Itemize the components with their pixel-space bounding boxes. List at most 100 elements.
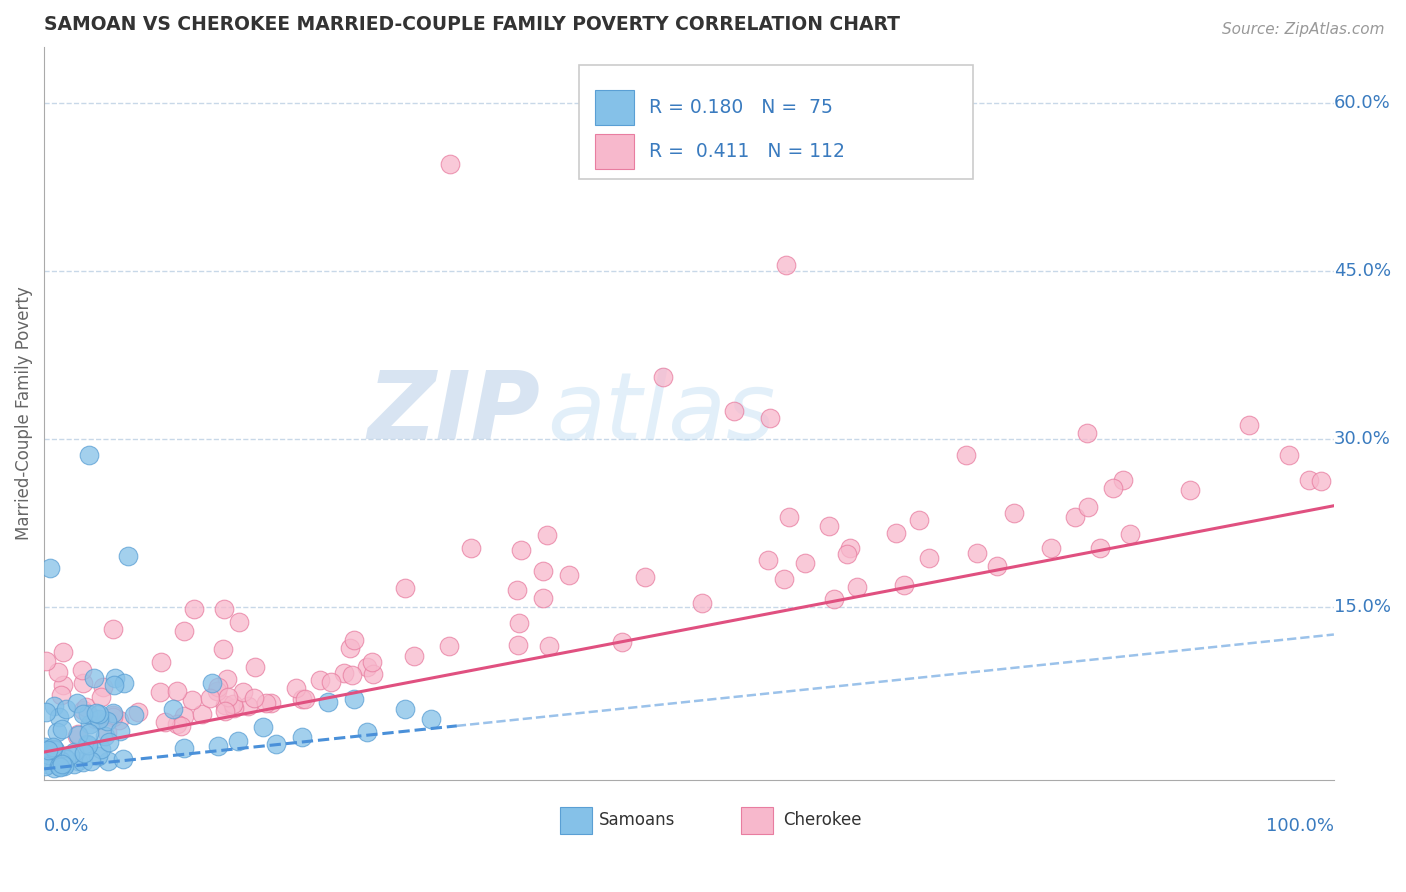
Point [966, 546, 988, 560]
Point [66, 754, 89, 768]
Point [103, 709, 125, 723]
Point [77, 707, 100, 722]
Point [420, 712, 443, 726]
Point [62, 745, 84, 759]
Point [53, 756, 76, 771]
FancyBboxPatch shape [595, 134, 634, 169]
Point [48, 665, 70, 680]
Point [633, 569, 655, 583]
Point [162, 702, 184, 716]
Point [360, 655, 382, 669]
Text: 60.0%: 60.0% [1334, 94, 1391, 112]
Point [1088, 541, 1111, 556]
Point [222, 697, 245, 711]
Point [394, 702, 416, 716]
Point [127, 706, 149, 720]
Point [1178, 483, 1201, 497]
Point [1278, 448, 1301, 462]
Point [1063, 510, 1085, 524]
Point [34, 742, 56, 756]
Point [80, 754, 103, 768]
Point [538, 640, 561, 654]
Point [87, 712, 110, 726]
Point [101, 706, 124, 721]
Point [51, 756, 73, 771]
Point [72, 755, 94, 769]
Point [53, 758, 76, 772]
Point [96, 725, 118, 739]
Point [66, 696, 89, 710]
Text: R = 0.180   N =  75: R = 0.180 N = 75 [650, 98, 832, 117]
Point [437, 640, 460, 654]
Point [294, 692, 316, 706]
Point [77, 448, 100, 462]
Point [96, 714, 118, 728]
Point [612, 634, 634, 648]
FancyBboxPatch shape [560, 807, 592, 834]
Point [83, 712, 105, 726]
Point [166, 716, 188, 731]
Point [884, 525, 907, 540]
Point [72, 706, 94, 721]
Point [76, 737, 98, 751]
Point [173, 740, 195, 755]
Point [509, 543, 531, 558]
Text: 45.0%: 45.0% [1334, 261, 1391, 279]
Point [42, 698, 65, 713]
Text: 15.0%: 15.0% [1334, 598, 1391, 615]
Point [1076, 425, 1098, 440]
Point [756, 553, 779, 567]
Point [94, 729, 117, 743]
Point [794, 556, 817, 570]
Point [243, 690, 266, 705]
Point [183, 602, 205, 616]
Point [42, 740, 65, 755]
Point [53, 750, 76, 764]
Point [173, 709, 195, 723]
Text: Cherokee: Cherokee [783, 812, 862, 830]
Point [773, 572, 796, 586]
Point [339, 641, 361, 656]
Point [232, 684, 254, 698]
Point [531, 591, 554, 606]
Point [104, 672, 127, 686]
Point [111, 752, 134, 766]
Point [1076, 500, 1098, 514]
Point [506, 638, 529, 652]
Point [215, 672, 238, 686]
Point [66, 727, 89, 741]
Point [124, 708, 146, 723]
Point [1112, 474, 1135, 488]
Point [778, 509, 800, 524]
Point [1237, 418, 1260, 433]
Point [823, 591, 845, 606]
Point [84, 706, 107, 721]
Point [34, 744, 56, 758]
Point [48, 756, 70, 771]
Point [908, 513, 931, 527]
Point [893, 578, 915, 592]
Point [508, 615, 530, 630]
Point [191, 706, 214, 721]
Point [72, 676, 94, 690]
Point [211, 642, 233, 657]
Point [243, 660, 266, 674]
Point [108, 713, 131, 727]
Point [35, 705, 58, 719]
Text: 30.0%: 30.0% [1334, 430, 1391, 448]
Point [531, 564, 554, 578]
Point [201, 675, 224, 690]
Point [52, 644, 75, 658]
Point [723, 403, 745, 417]
Point [340, 667, 363, 681]
Point [149, 685, 172, 699]
Point [149, 655, 172, 669]
Point [846, 580, 869, 594]
Point [558, 568, 581, 582]
Point [226, 734, 249, 748]
Point [439, 157, 461, 171]
Point [1119, 526, 1142, 541]
Point [839, 541, 862, 556]
Point [254, 696, 277, 710]
Point [775, 258, 797, 272]
